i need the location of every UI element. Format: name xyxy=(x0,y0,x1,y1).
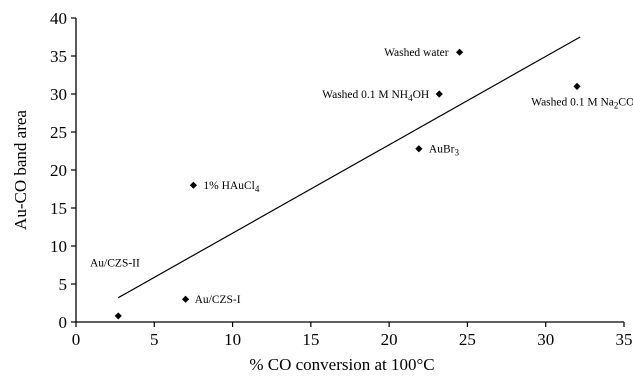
y-axis-title: Au-CO band area xyxy=(11,110,30,230)
data-point xyxy=(415,145,423,153)
x-tick-label: 25 xyxy=(459,330,476,349)
x-tick-label: 30 xyxy=(537,330,554,349)
point-labels: Au/CZS-I 1% HAuCl4 AuBr3 Washed 0.1 M NH4OH… xyxy=(90,47,633,306)
point-label: Washed 0.1 M Na2CO3 xyxy=(531,96,633,110)
point-label: AuBr3 xyxy=(429,144,460,158)
y-tick-label: 40 xyxy=(50,9,67,28)
y-tick-label: 0 xyxy=(59,313,68,332)
trendline-group xyxy=(117,36,581,299)
x-tick-label: 10 xyxy=(224,330,241,349)
x-tick-label: 15 xyxy=(302,330,319,349)
x-tick-label: 5 xyxy=(150,330,159,349)
point-label: Washed water xyxy=(384,47,449,59)
x-axis-title: % CO conversion at 100°C xyxy=(249,355,434,374)
x-tick-label: 0 xyxy=(72,330,81,349)
point-label: Au/CZS-I xyxy=(195,294,241,306)
point-label: 1% HAuCl4 xyxy=(203,180,259,194)
axes: 0 5 10 15 20 25 30 35 0 5 10 15 20 25 30 35 40 % CO conve… xyxy=(11,9,633,374)
trendline xyxy=(117,36,581,299)
y-tick-label: 5 xyxy=(59,275,68,294)
data-point xyxy=(435,90,443,98)
y-tick-label: 20 xyxy=(50,161,67,180)
data-points xyxy=(114,48,581,320)
data-point xyxy=(573,82,581,90)
data-point xyxy=(182,295,190,303)
data-point xyxy=(189,181,198,189)
x-tick-label: 20 xyxy=(381,330,398,349)
y-tick-label: 10 xyxy=(50,237,67,256)
data-point xyxy=(114,312,122,320)
y-tick-label: 35 xyxy=(50,47,67,66)
y-tick-label: 25 xyxy=(50,123,67,142)
x-tick-label: 35 xyxy=(616,330,633,349)
annotation-label: Au/CZS-II xyxy=(90,258,140,270)
point-label: Washed 0.1 M NH4OH xyxy=(322,89,429,103)
data-point xyxy=(456,48,464,56)
y-tick-label: 15 xyxy=(50,199,67,218)
y-tick-label: 30 xyxy=(50,85,67,104)
